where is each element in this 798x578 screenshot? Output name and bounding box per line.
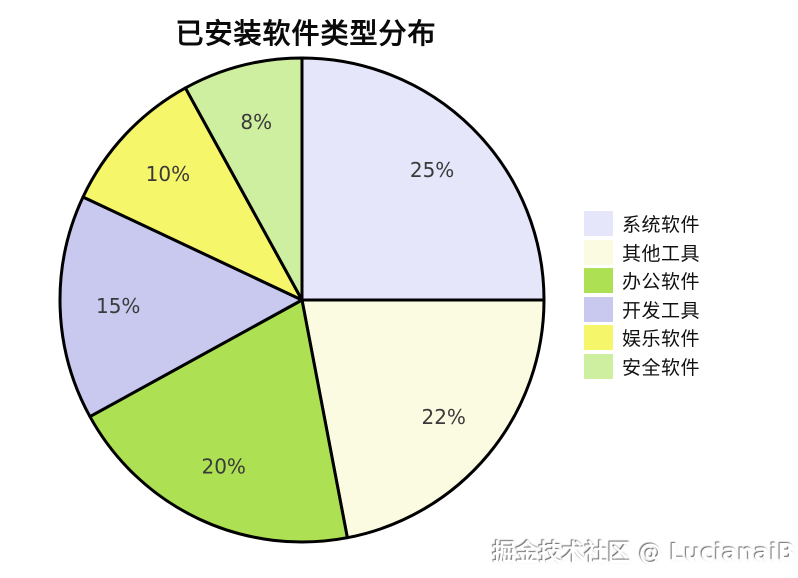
legend-item-system-software: 系统软件 (584, 211, 700, 236)
legend-swatch-other-tools (584, 239, 613, 265)
legend-label-office-software: 办公软件 (622, 271, 701, 293)
legend-label-security-software: 安全软件 (622, 356, 701, 379)
legend-swatch-security-software (584, 353, 613, 379)
chart-title: 已安装软件类型分布 (175, 17, 437, 50)
pie-percent-label-other-tools: 22% (421, 405, 465, 429)
pie-percent-label-office-software: 20% (201, 454, 245, 478)
legend-label-other-tools: 其他工具 (622, 242, 701, 265)
legend-label-entertainment-software: 娱乐软件 (622, 328, 701, 350)
legend-swatch-office-software (584, 268, 613, 293)
legend-item-other-tools: 其他工具 (584, 239, 701, 265)
legend-swatch-dev-tools (584, 296, 613, 322)
legend-label-system-software: 系统软件 (622, 214, 701, 236)
legend: 系统软件其他工具办公软件开发工具娱乐软件安全软件 (584, 211, 700, 379)
pie-slice-system-software (300, 56, 546, 302)
pie-percent-label-entertainment-software: 10% (146, 162, 190, 186)
legend-swatch-entertainment-software (584, 325, 613, 350)
legend-label-dev-tools: 开发工具 (622, 299, 701, 322)
pie-slice-other-tools (300, 298, 546, 540)
pie-percent-label-dev-tools: 15% (96, 294, 140, 318)
pie-slice-dev-tools (58, 195, 304, 419)
pie-percent-label-security-software: 8% (240, 110, 272, 134)
pie-percent-label-system-software: 25% (410, 158, 454, 182)
pie-slice-office-software (88, 298, 349, 544)
pie-slice-entertainment-software (81, 86, 304, 302)
legend-swatch-system-software (584, 211, 613, 236)
legend-item-office-software: 办公软件 (584, 268, 700, 293)
legend-item-security-software: 安全软件 (584, 353, 701, 379)
watermark: 掘金技术社区 @ LucianaiB (492, 540, 795, 566)
legend-item-entertainment-software: 娱乐软件 (584, 325, 700, 350)
pie-slice-security-software (183, 56, 304, 302)
legend-item-dev-tools: 开发工具 (584, 296, 701, 322)
